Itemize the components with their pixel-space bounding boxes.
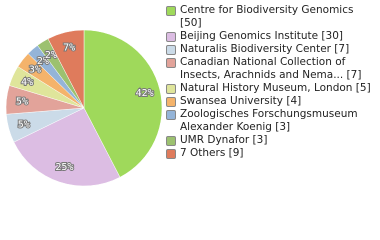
legend-swatch <box>166 110 176 120</box>
legend-item: 7 Others [9] <box>166 147 376 160</box>
legend-swatch <box>166 97 176 107</box>
pie-chart: 42%25%5%5%4%3%2%2%7% <box>5 29 163 187</box>
legend-item: Naturalis Biodiversity Center [7] <box>166 43 376 56</box>
legend-item: Natural History Museum, London [5] <box>166 82 376 95</box>
slice-label: 7% <box>63 42 75 53</box>
legend-swatch <box>166 6 176 16</box>
legend-label: Canadian National Collection of Insects,… <box>180 56 362 81</box>
legend-swatch <box>166 45 176 55</box>
legend-label: 7 Others [9] <box>180 147 244 159</box>
slice-label: 42% <box>136 88 154 99</box>
legend-label: UMR Dynafor [3] <box>180 134 268 146</box>
legend-label: Zoologisches Forschungsmuseum Alexander … <box>180 108 358 133</box>
legend-swatch <box>166 149 176 159</box>
pie-slice <box>83 29 163 178</box>
legend-item: Centre for Biodiversity Genomics [50] <box>166 4 376 30</box>
legend-label: Swansea University [4] <box>180 95 302 107</box>
legend-item: Swansea University [4] <box>166 95 376 108</box>
slice-label: 2% <box>45 50 57 61</box>
legend-label: Beijing Genomics Institute [30] <box>180 30 343 42</box>
legend: Centre for Biodiversity Genomics [50] Bei… <box>166 4 376 160</box>
slice-label: 3% <box>29 64 41 75</box>
pie-slice <box>47 29 85 109</box>
legend-swatch <box>166 58 176 68</box>
pie-slice <box>13 107 121 187</box>
legend-item: Canadian National Collection of Insects,… <box>166 56 376 82</box>
slice-label: 5% <box>18 119 30 130</box>
legend-swatch <box>166 32 176 42</box>
legend-swatch <box>166 136 176 146</box>
legend-swatch <box>166 84 176 94</box>
legend-label: Natural History Museum, London [5] <box>180 82 371 94</box>
slice-label: 25% <box>55 162 73 173</box>
slice-label: 4% <box>21 77 33 88</box>
legend-item: Zoologisches Forschungsmuseum Alexander … <box>166 108 376 134</box>
legend-item: UMR Dynafor [3] <box>166 134 376 147</box>
legend-item: Beijing Genomics Institute [30] <box>166 30 376 43</box>
slice-label: 5% <box>16 96 28 107</box>
legend-label: Centre for Biodiversity Genomics [50] <box>180 4 354 29</box>
slice-label: 2% <box>37 56 49 67</box>
legend-label: Naturalis Biodiversity Center [7] <box>180 43 350 55</box>
